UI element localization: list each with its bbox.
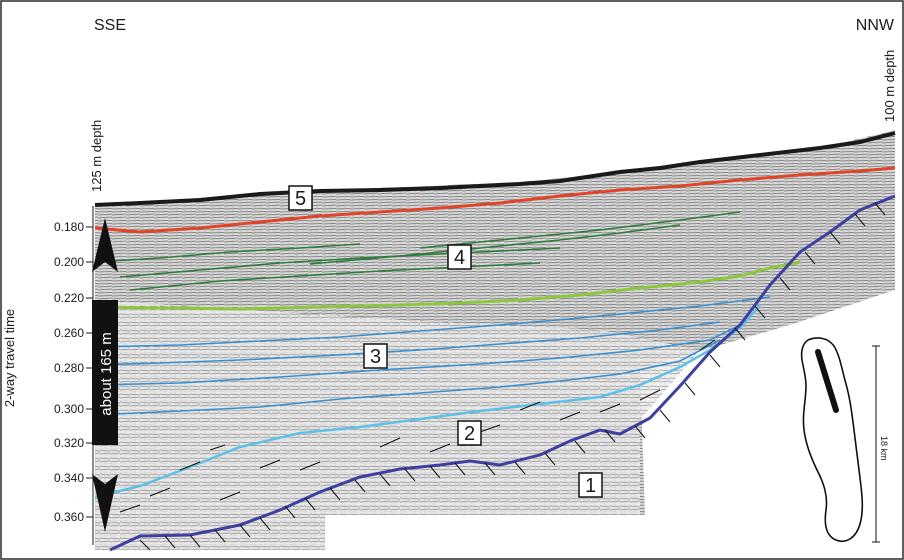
unit4-base-reflector bbox=[94, 260, 801, 311]
unit5-reflector bbox=[94, 166, 896, 234]
depth-label-right: 100 m depth bbox=[882, 50, 897, 122]
svg-text:3: 3 bbox=[370, 346, 381, 368]
direction-label-nnw: NNW bbox=[856, 17, 895, 34]
svg-text:5: 5 bbox=[295, 188, 306, 210]
y-tick-label: 0.200 bbox=[54, 255, 84, 269]
y-tick-label: 0.280 bbox=[54, 361, 84, 375]
y-tick-label: 0.320 bbox=[54, 436, 84, 450]
unit-label-5: 5 bbox=[288, 185, 313, 211]
depth-label-left: 125 m depth bbox=[89, 120, 104, 192]
unit-label-2: 2 bbox=[457, 420, 482, 446]
minor-reflector-ticks bbox=[119, 202, 886, 551]
vertical-scale-bar bbox=[92, 218, 118, 532]
scale-bar-label: about 165 m bbox=[98, 332, 115, 415]
inset-lake-map: 18 km bbox=[783, 326, 893, 551]
y-axis: 0.180 0.200 0.220 0.260 0.280 0.300 0.320 0.340… bbox=[54, 206, 94, 545]
unit1-top-reflector bbox=[109, 194, 896, 552]
profile-trace bbox=[815, 349, 839, 413]
scale-arrow-up bbox=[92, 218, 118, 272]
y-axis-title: 2-way travel time bbox=[2, 309, 17, 407]
y-tick-label: 0.340 bbox=[54, 471, 84, 485]
y-tick-label: 0.360 bbox=[54, 510, 84, 524]
unit-label-1: 1 bbox=[578, 472, 603, 498]
y-tick-label: 0.260 bbox=[54, 326, 84, 340]
direction-label-sse: SSE bbox=[94, 17, 126, 34]
unit4-reflectors bbox=[94, 211, 741, 291]
inset-scale-label: 18 km bbox=[879, 436, 889, 461]
y-tick-label: 0.180 bbox=[54, 220, 84, 234]
unit-label-4: 4 bbox=[447, 244, 472, 270]
svg-text:4: 4 bbox=[454, 247, 465, 269]
y-tick-label: 0.220 bbox=[54, 291, 84, 305]
lake-outline bbox=[800, 337, 864, 542]
unit3-reflectors bbox=[94, 296, 771, 416]
scale-arrow-down bbox=[92, 474, 118, 532]
y-tick-label: 0.300 bbox=[54, 402, 84, 416]
svg-text:1: 1 bbox=[585, 475, 596, 497]
seafloor-reflector bbox=[94, 131, 896, 207]
unit2-base-reflector bbox=[94, 304, 761, 499]
seismic-section bbox=[95, 130, 895, 555]
unit-label-3: 3 bbox=[363, 343, 388, 369]
svg-text:2: 2 bbox=[464, 423, 475, 445]
